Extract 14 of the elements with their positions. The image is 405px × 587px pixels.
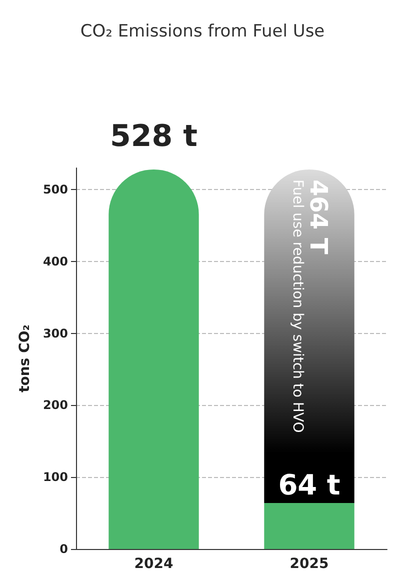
x-tick-label: 2025 <box>290 556 329 572</box>
x-tick-label: 2024 <box>134 556 174 572</box>
y-tick-label: 500 <box>42 182 68 197</box>
y-tick-label: 300 <box>42 326 68 340</box>
y-tick-label: 100 <box>42 470 68 484</box>
chart-title: CO₂ Emissions from Fuel Use <box>80 22 325 42</box>
y-tick-label: 0 <box>60 542 68 556</box>
data-label: 64 t <box>278 468 340 502</box>
annotation: Fuel use reduction by switch to HVO <box>289 179 306 433</box>
data-label: 464 T <box>304 179 332 255</box>
y-tick-label: 400 <box>42 254 68 268</box>
y-tick-label: 200 <box>42 398 68 412</box>
y-axis-title: tons CO₂ <box>17 324 33 392</box>
data-label: 528 t <box>110 118 198 154</box>
